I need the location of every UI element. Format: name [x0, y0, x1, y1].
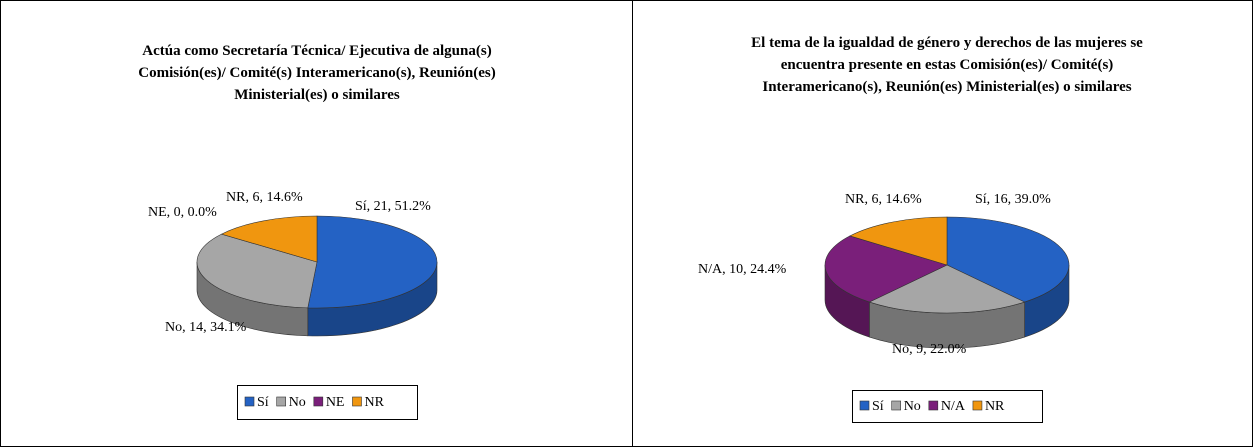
- data-label: NR, 6, 14.6%: [845, 192, 922, 207]
- legend-swatch: [859, 400, 870, 411]
- data-label: N/A, 10, 24.4%: [698, 262, 787, 277]
- slice: [220, 215, 318, 263]
- legend-swatch: [276, 396, 286, 407]
- data-label: No, 14, 34.1%: [165, 320, 247, 335]
- slice-top: [946, 216, 1070, 303]
- legend-label: No: [904, 399, 921, 414]
- slice: [307, 215, 438, 337]
- legend-label: Sí: [872, 399, 884, 414]
- legend-box: [237, 385, 418, 420]
- legend-swatch: [891, 400, 901, 411]
- legend-label: NR: [364, 395, 384, 410]
- data-label: NR, 6, 14.6%: [226, 190, 303, 205]
- legend-swatch: [972, 400, 983, 411]
- slice-top: [307, 215, 438, 309]
- slice: [849, 216, 948, 266]
- legend-swatch: [313, 396, 324, 407]
- legend-box: [852, 390, 1043, 423]
- data-label: Sí, 16, 39.0%: [975, 192, 1051, 207]
- slice: [196, 233, 318, 337]
- legend-swatch: [928, 400, 939, 411]
- slice-top: [849, 216, 948, 266]
- slice-top: [196, 233, 318, 309]
- data-label: Sí, 21, 51.2%: [355, 199, 431, 214]
- slice-top: [868, 264, 1026, 314]
- legend-label: NE: [326, 395, 345, 410]
- slice: [824, 235, 948, 338]
- data-label: NE, 0, 0.0%: [148, 205, 217, 220]
- chart-title: El tema de la igualdad de género y derec…: [751, 35, 1143, 95]
- legend-label: Sí: [257, 395, 269, 410]
- legend-swatch: [244, 396, 255, 407]
- chart-title: Actúa como Secretaría Técnica/ Ejecutiva…: [138, 43, 496, 103]
- slice: [868, 264, 1026, 349]
- legend-swatch: [352, 396, 362, 407]
- slice-top: [824, 235, 948, 303]
- legend-label: N/A: [941, 399, 966, 414]
- legend-label: No: [289, 395, 306, 410]
- slice-top: [220, 215, 318, 263]
- legend-label: NR: [985, 399, 1005, 414]
- data-label: No, 9, 22.0%: [892, 342, 967, 357]
